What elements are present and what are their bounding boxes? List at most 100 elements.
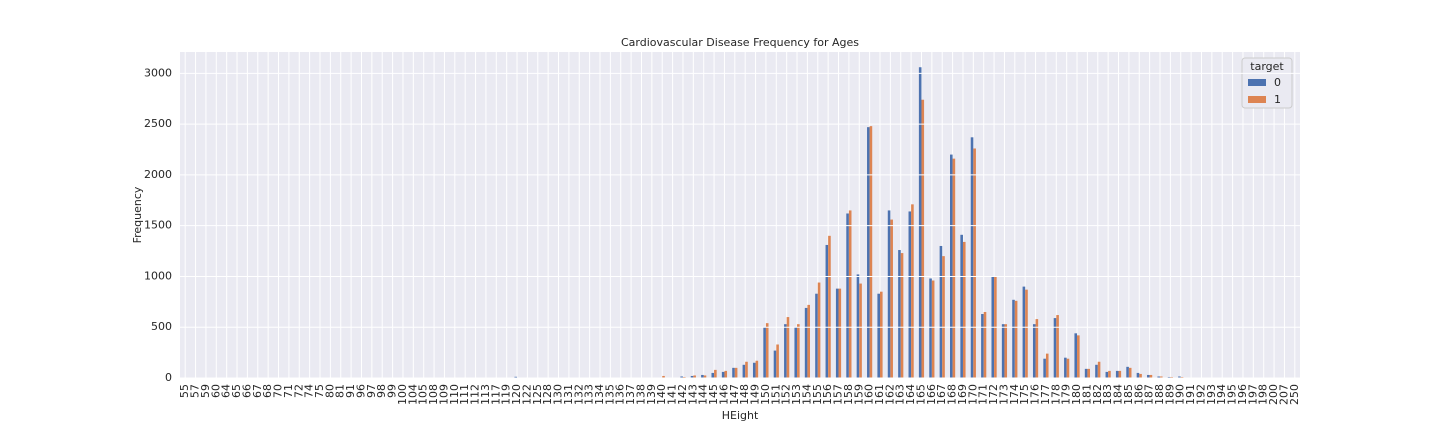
bar bbox=[859, 283, 862, 378]
x-tick-label: 55 bbox=[178, 384, 191, 398]
x-tick-label: 148 bbox=[738, 384, 751, 405]
x-tick-label: 139 bbox=[645, 384, 658, 405]
x-tick-label: 153 bbox=[790, 384, 803, 405]
bar bbox=[1097, 361, 1101, 378]
bar bbox=[900, 253, 904, 378]
bar bbox=[846, 213, 849, 378]
x-tick-label: 68 bbox=[261, 384, 274, 398]
x-tick-label: 173 bbox=[997, 384, 1010, 405]
x-tick-label: 168 bbox=[946, 384, 959, 405]
bar bbox=[690, 375, 694, 378]
bar bbox=[877, 293, 880, 378]
x-tick-label: 110 bbox=[448, 384, 461, 405]
bar bbox=[1025, 289, 1028, 378]
x-tick-label: 154 bbox=[800, 384, 813, 405]
bar bbox=[714, 369, 717, 378]
bar bbox=[1066, 358, 1070, 378]
x-tick-label: 135 bbox=[603, 384, 616, 405]
x-tick-label: 59 bbox=[199, 384, 212, 398]
bar bbox=[797, 324, 800, 378]
x-tick-label: 137 bbox=[624, 384, 637, 405]
legend-swatch bbox=[1248, 96, 1266, 103]
bar bbox=[929, 278, 932, 378]
x-tick-label: 146 bbox=[717, 384, 730, 405]
bar bbox=[869, 126, 873, 378]
bar bbox=[1136, 372, 1140, 378]
x-tick-label: 71 bbox=[282, 384, 295, 398]
bar bbox=[856, 274, 860, 378]
bar bbox=[701, 374, 704, 378]
x-tick-label: 149 bbox=[749, 384, 762, 405]
x-tick-label: 105 bbox=[417, 384, 430, 405]
bar bbox=[960, 234, 963, 378]
x-tick-label: 200 bbox=[1267, 384, 1280, 405]
x-tick-label: 163 bbox=[894, 384, 907, 405]
bar bbox=[682, 376, 686, 378]
x-tick-label: 180 bbox=[1070, 384, 1083, 405]
x-tick-label: 60 bbox=[209, 384, 222, 398]
x-tick-label: 98 bbox=[375, 384, 388, 398]
x-tick-label: 145 bbox=[707, 384, 720, 405]
x-tick-label: 64 bbox=[220, 384, 233, 398]
bar bbox=[952, 158, 956, 378]
x-tick-label: 65 bbox=[230, 384, 243, 398]
x-tick-label: 156 bbox=[821, 384, 834, 405]
bar bbox=[721, 371, 725, 378]
x-tick-label: 171 bbox=[977, 384, 990, 405]
x-tick-label: 181 bbox=[1080, 384, 1093, 405]
bar bbox=[970, 137, 974, 378]
x-tick-label: 136 bbox=[614, 384, 627, 405]
bar bbox=[703, 375, 707, 378]
x-tick-label: 183 bbox=[1101, 384, 1114, 405]
bar bbox=[1095, 364, 1098, 378]
x-tick-label: 104 bbox=[406, 384, 419, 405]
bar bbox=[887, 210, 891, 378]
x-tick-label: 185 bbox=[1122, 384, 1135, 405]
bar bbox=[1022, 286, 1026, 378]
x-tick-label: 186 bbox=[1132, 384, 1145, 405]
bar bbox=[755, 360, 759, 378]
bar bbox=[867, 127, 870, 378]
bar bbox=[973, 148, 976, 378]
y-tick-label: 1000 bbox=[144, 269, 172, 282]
x-axis-label: HEight bbox=[722, 409, 759, 422]
x-tick-label: 164 bbox=[904, 384, 917, 405]
bar bbox=[786, 317, 790, 378]
legend-box bbox=[1241, 57, 1293, 109]
bar bbox=[848, 210, 852, 378]
bar bbox=[752, 362, 756, 378]
y-tick-label: 1500 bbox=[144, 219, 172, 232]
x-tick-label: 182 bbox=[1091, 384, 1104, 405]
x-tick-label: 128 bbox=[541, 384, 554, 405]
x-tick-label: 66 bbox=[240, 384, 253, 398]
bar bbox=[921, 99, 925, 378]
x-tick-label: 158 bbox=[842, 384, 855, 405]
bar bbox=[514, 376, 518, 378]
chart-title: Cardiovascular Disease Frequency for Age… bbox=[621, 36, 859, 49]
x-tick-label: 167 bbox=[935, 384, 948, 405]
legend-swatch bbox=[1248, 79, 1266, 86]
bar bbox=[1077, 335, 1080, 378]
bar bbox=[734, 367, 738, 378]
y-tick-label: 3000 bbox=[144, 66, 172, 79]
bar bbox=[880, 291, 883, 378]
x-tick-label: 70 bbox=[272, 384, 285, 398]
bar bbox=[1053, 318, 1057, 378]
bar bbox=[962, 241, 966, 378]
x-tick-label: 111 bbox=[458, 384, 471, 405]
x-tick-label: 131 bbox=[562, 384, 575, 405]
x-tick-label: 194 bbox=[1215, 384, 1228, 405]
x-tick-label: 166 bbox=[925, 384, 938, 405]
x-tick-label: 152 bbox=[780, 384, 793, 405]
bar bbox=[784, 324, 787, 378]
x-tick-label: 179 bbox=[1060, 384, 1073, 405]
x-tick-label: 177 bbox=[1039, 384, 1052, 405]
x-tick-label: 187 bbox=[1143, 384, 1156, 405]
x-tick-label: 189 bbox=[1163, 384, 1176, 405]
x-tick-label: 198 bbox=[1257, 384, 1270, 405]
y-tick-label: 500 bbox=[151, 320, 172, 333]
y-axis-label: Frequency bbox=[131, 186, 144, 243]
x-tick-label: 155 bbox=[811, 384, 824, 405]
bar bbox=[890, 219, 893, 378]
bar bbox=[732, 367, 735, 378]
